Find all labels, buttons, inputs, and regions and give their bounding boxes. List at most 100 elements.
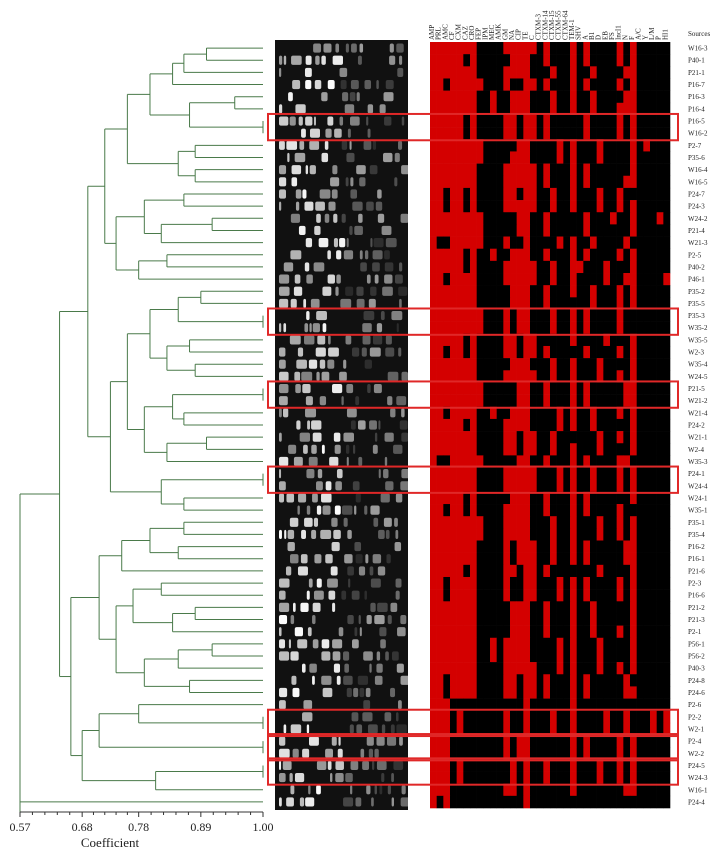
heatmap-cell <box>496 540 504 553</box>
heatmap-cell <box>643 212 651 225</box>
heatmap-cell <box>470 601 477 614</box>
heatmap-cell <box>503 175 511 189</box>
heatmap-cell <box>483 418 491 432</box>
leaf-label: W35-2 <box>688 324 708 332</box>
heatmap-cell <box>543 516 551 529</box>
heatmap-cell <box>483 114 491 128</box>
heatmap-cell <box>503 735 511 748</box>
heatmap-cell <box>476 370 484 383</box>
gel-band <box>378 420 381 430</box>
heatmap-cell <box>576 722 584 736</box>
gel-band <box>332 651 341 661</box>
heatmap-cell <box>490 576 497 590</box>
heatmap-cell <box>590 759 597 772</box>
heatmap-cell <box>436 382 444 395</box>
heatmap-cell <box>470 540 477 553</box>
heatmap-cell <box>483 187 491 201</box>
heatmap-cell <box>476 285 484 298</box>
heatmap-cell <box>496 504 504 517</box>
gel-band <box>331 542 340 552</box>
heatmap-cell <box>643 345 651 359</box>
gel-band <box>390 408 396 418</box>
heatmap-cell <box>656 309 664 322</box>
heatmap-cell <box>523 151 531 164</box>
gel-band <box>363 140 372 150</box>
heatmap-cell <box>663 90 671 104</box>
heatmap-cell <box>430 345 437 359</box>
heatmap-cell <box>623 200 631 213</box>
heatmap-cell <box>610 66 617 79</box>
heatmap-cell <box>503 564 511 578</box>
heatmap-cell <box>530 686 537 699</box>
heatmap-cell <box>643 649 651 663</box>
heatmap-cell <box>630 309 637 322</box>
heatmap-cell <box>570 285 577 298</box>
heatmap-cell <box>456 783 464 797</box>
heatmap-cell <box>583 674 591 687</box>
heatmap-cell <box>456 637 464 651</box>
gel-band <box>379 104 386 114</box>
heatmap-cell <box>583 406 591 420</box>
heatmap-cell <box>630 528 637 541</box>
heatmap-cell <box>503 309 511 322</box>
heatmap-cell <box>643 321 651 335</box>
heatmap-cell <box>536 406 544 420</box>
heatmap-cell <box>436 114 444 128</box>
heatmap-cell <box>656 735 664 748</box>
gel-band <box>323 43 332 53</box>
heatmap-cell <box>510 625 517 639</box>
heatmap-cell <box>570 321 577 335</box>
heatmap-cell <box>463 589 471 602</box>
heatmap-cell <box>483 431 491 444</box>
heatmap-cell <box>516 382 524 395</box>
heatmap-cell <box>523 248 531 262</box>
heatmap-cell <box>543 625 551 639</box>
heatmap-cell <box>650 722 657 736</box>
heatmap-cell <box>603 662 611 675</box>
heatmap-cell <box>576 370 584 383</box>
heatmap-cell <box>583 479 591 493</box>
heatmap-cell <box>536 345 544 359</box>
heatmap-cell <box>443 540 451 553</box>
heatmap-cell <box>623 163 631 177</box>
heatmap-cell <box>490 370 497 383</box>
heatmap-cell <box>483 637 491 651</box>
heatmap-cell <box>503 637 511 651</box>
heatmap-cell <box>516 321 524 335</box>
heatmap-cell <box>450 443 457 456</box>
heatmap-cell <box>576 759 584 772</box>
heatmap-cell <box>530 601 537 614</box>
gel-band <box>292 602 296 612</box>
heatmap-cell <box>536 589 544 602</box>
heatmap-cell <box>496 78 504 91</box>
heatmap-cell <box>510 406 517 420</box>
heatmap-cell <box>663 151 671 164</box>
gel-band <box>316 481 323 491</box>
heatmap-cell <box>570 491 577 505</box>
gel-band <box>290 554 299 564</box>
heatmap-cell <box>556 771 564 784</box>
heatmap-cell <box>496 710 504 724</box>
heatmap-cell <box>596 321 604 335</box>
heatmap-cell <box>656 285 664 298</box>
heatmap-cell <box>443 224 451 237</box>
leaf-label: W16-3 <box>688 45 708 53</box>
gel-band <box>376 760 387 771</box>
heatmap-cell <box>516 431 524 444</box>
heatmap-cell <box>623 309 631 322</box>
heatmap-cell <box>636 747 644 760</box>
heatmap-cell <box>530 795 537 809</box>
heatmap-cell <box>610 649 617 663</box>
heatmap-cell <box>543 139 551 152</box>
gel-band <box>367 383 371 394</box>
heatmap-cell <box>590 552 597 566</box>
heatmap-cell <box>476 783 484 797</box>
heatmap-cell <box>436 42 444 55</box>
heatmap-cell <box>556 370 564 383</box>
heatmap-cell <box>443 345 451 359</box>
heatmap-cell <box>536 710 544 724</box>
heatmap-cell <box>596 759 604 772</box>
heatmap-cell <box>456 747 464 760</box>
heatmap-cell <box>550 66 557 79</box>
gel-band <box>291 55 302 65</box>
